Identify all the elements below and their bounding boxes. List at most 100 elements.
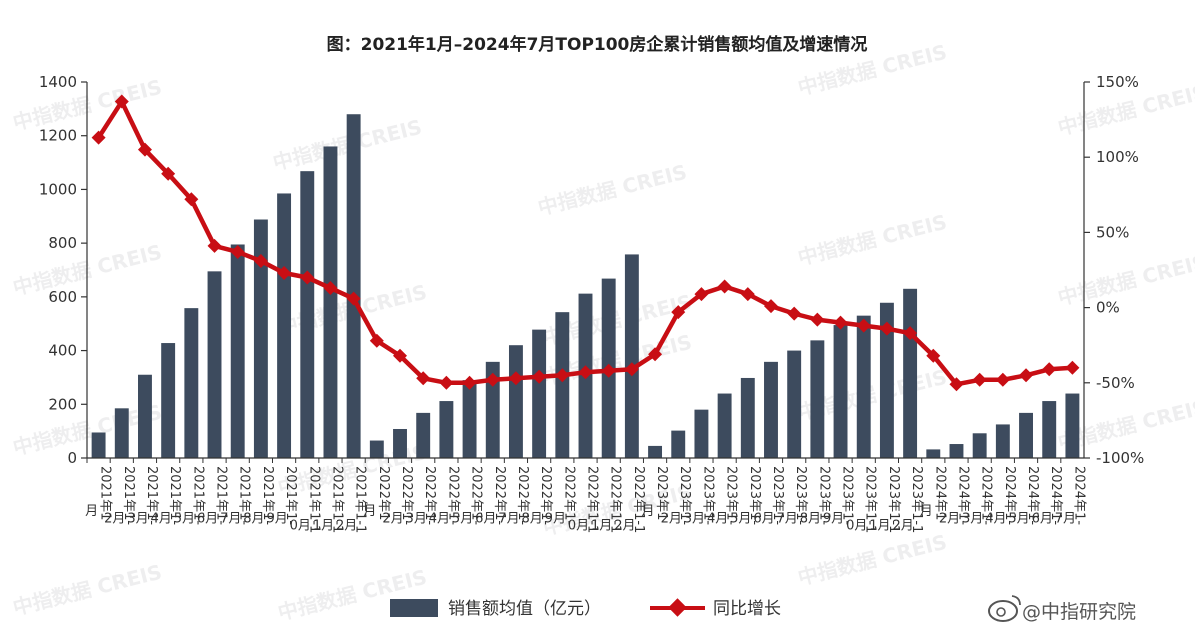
x-tick-label: 2022年1- (492, 466, 507, 525)
x-tick-label-suffix: 8月 (521, 511, 542, 526)
x-tick-label: 2021年1-1 (353, 466, 368, 533)
bar (787, 350, 802, 458)
bar-series (91, 114, 1080, 458)
x-tick-label-suffix: 4月 (985, 511, 1006, 526)
bar (532, 329, 547, 458)
right-tick-label: 0% (1096, 299, 1120, 317)
x-tick-label-suffix: 5月 (174, 511, 195, 526)
x-tick-label-suffix: 2月 (661, 511, 682, 526)
line-point (137, 142, 152, 157)
x-tick-label: 2022年1- (399, 466, 414, 525)
line-point (601, 363, 616, 378)
right-axis: -100% -50% 0% 50% 100% 150% (1083, 73, 1144, 467)
x-tick-label: 2021年1- (214, 466, 229, 525)
line-point (346, 291, 361, 306)
line-point (648, 347, 663, 362)
legend-label-line: 同比增长 (713, 599, 781, 619)
bar (810, 340, 825, 458)
right-tick-label: 50% (1096, 223, 1129, 241)
x-tick-label: 2023年1- (747, 466, 762, 525)
line-point (671, 305, 686, 320)
line-point (787, 306, 802, 321)
x-tick-label-suffix: 2月 (336, 519, 357, 534)
bar (903, 288, 918, 458)
bar (393, 428, 407, 458)
line-point (207, 238, 222, 253)
left-tick-label: 800 (48, 234, 77, 252)
bar (926, 449, 941, 458)
line-point (763, 299, 778, 314)
bar (648, 445, 663, 458)
right-tick-label: -50% (1096, 374, 1135, 392)
watermark-text: 中指数据 CREIS (10, 560, 164, 620)
x-tick-label: 2024年1- (1002, 466, 1017, 525)
bar (671, 430, 686, 458)
left-tick-label: 200 (48, 395, 77, 413)
x-tick-label: 2024年1- (955, 466, 970, 525)
x-tick-label: 2024年1- (1071, 466, 1086, 525)
line-point (393, 348, 408, 363)
line-point (369, 333, 384, 348)
x-axis: 2021年1月 2021年1-2月 2021年1-3月 2021年1-4月 2021年1… (85, 457, 1086, 534)
x-tick-label: 2023年1- (724, 466, 739, 525)
x-tick-label-suffix: 4月 (707, 511, 728, 526)
line-point (277, 266, 292, 281)
x-tick-label-suffix: 5月 (452, 511, 473, 526)
bar (416, 412, 431, 458)
x-tick-label-suffix: 2月 (614, 519, 635, 534)
x-tick-label-suffix: 7月 (498, 511, 519, 526)
x-tick-label-suffix: 3月 (962, 511, 983, 526)
line-point (740, 287, 755, 302)
bar (624, 254, 639, 458)
watermark-text: 中指数据 CREIS (1055, 250, 1195, 310)
legend-label-bar: 销售额均值（亿元） (448, 599, 601, 619)
legend-marker-line (668, 598, 687, 617)
x-tick-label: 2021年1- (190, 466, 205, 525)
x-tick-label: 2021年1- (121, 466, 136, 525)
x-tick-label-suffix: 0月 (568, 519, 589, 534)
bar (856, 315, 871, 458)
bar (1019, 412, 1033, 458)
line-point (694, 287, 709, 302)
x-tick-label: 2023年1- (770, 466, 785, 525)
legend-swatch-bar (390, 599, 438, 617)
bar (230, 244, 245, 458)
left-tick-label: 1000 (39, 180, 77, 198)
x-tick-label-suffix: 6月 (197, 511, 218, 526)
bar (694, 409, 709, 458)
x-tick-label: 2023年1 (654, 466, 669, 520)
x-tick-label: 2024年1- (979, 466, 994, 525)
line-point (856, 318, 871, 333)
line-point (624, 362, 639, 377)
x-tick-label-suffix: 0月 (846, 519, 867, 534)
corner-credit: @中指研究院 (988, 595, 1136, 623)
right-tick-label: 100% (1096, 148, 1139, 166)
watermark-text: 中指数据 CREIS (535, 160, 689, 220)
line-point (508, 371, 523, 386)
line-point (810, 312, 825, 327)
x-tick-label-suffix: 5月 (730, 511, 751, 526)
x-tick-label-suffix: 3月 (406, 511, 427, 526)
x-tick-label-suffix: 5月 (1008, 511, 1029, 526)
line-point (230, 244, 245, 259)
line-point (184, 192, 199, 207)
x-tick-label: 2022年1-1 (608, 466, 623, 533)
bar (949, 444, 964, 458)
x-tick-label-suffix: 3月 (127, 511, 148, 526)
line-point (879, 321, 894, 336)
bar (740, 377, 755, 458)
bar (1042, 401, 1057, 458)
x-tick-label: 2021年1 (98, 466, 113, 520)
line-point (1019, 368, 1034, 383)
line-point (161, 166, 176, 181)
line-point (578, 365, 593, 380)
line-point (1065, 360, 1080, 375)
bar (555, 312, 570, 458)
left-tick-label: 600 (48, 288, 77, 306)
x-tick-label: 2022年1- (538, 466, 553, 525)
bar (1065, 393, 1080, 458)
line-point (903, 326, 918, 341)
x-tick-label: 2023年1-1 (886, 466, 901, 533)
chart-title: 图：2021年1月–2024年7月TOP100房企累计销售额均值及增速情况 (327, 34, 868, 55)
